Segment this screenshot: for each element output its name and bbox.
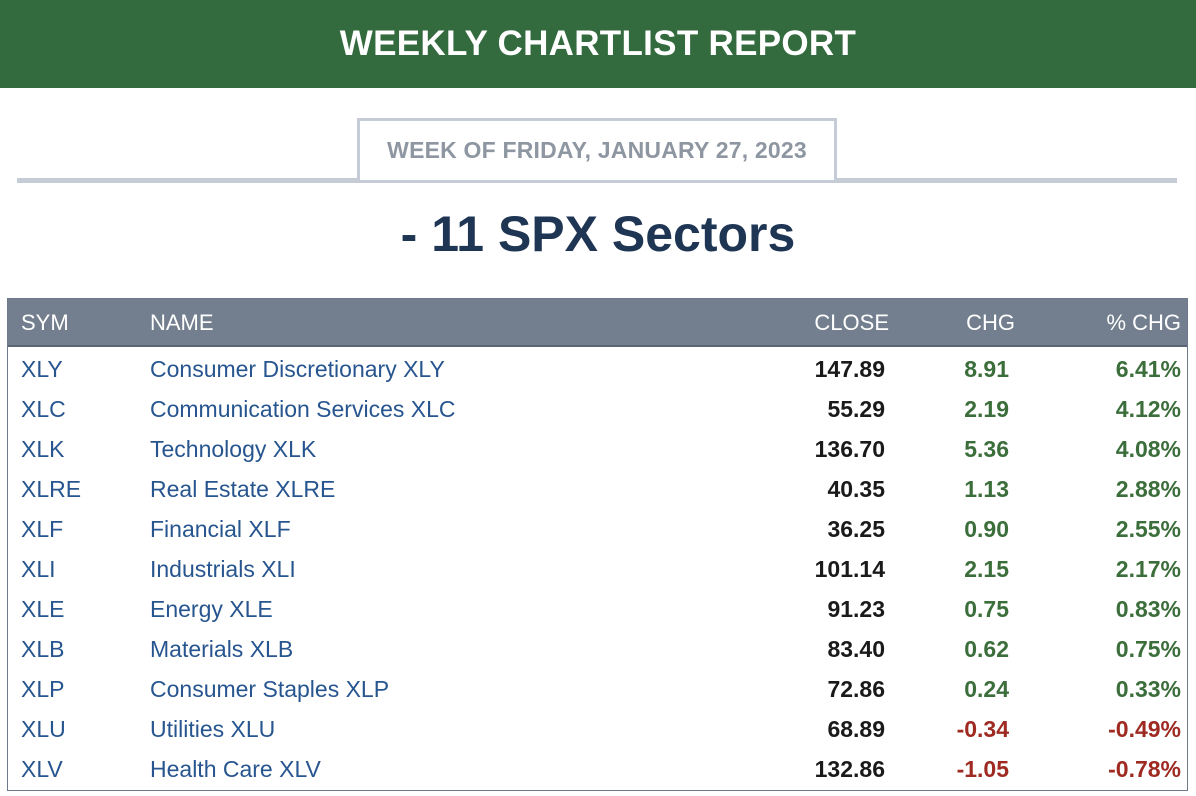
percent-change-value: 2.88% [1115, 476, 1181, 502]
sector-name-link[interactable]: Materials XLB [150, 636, 294, 662]
percent-change-value: 4.08% [1115, 436, 1181, 462]
percent-change-value: 0.33% [1115, 676, 1181, 702]
change-value: 0.90 [964, 516, 1009, 542]
percent-change-value: -0.78% [1108, 756, 1181, 782]
sector-name-link[interactable]: Financial XLF [150, 516, 291, 542]
column-header-pct-chg[interactable]: % CHG [1106, 310, 1181, 335]
week-label: WEEK OF FRIDAY, JANUARY 27, 2023 [387, 137, 807, 163]
symbol-link[interactable]: XLV [21, 756, 63, 782]
change-value: -1.05 [956, 756, 1009, 782]
week-divider [17, 178, 1177, 183]
percent-change-value: 0.83% [1115, 596, 1181, 622]
close-value: 91.23 [827, 596, 885, 622]
close-value: 147.89 [814, 356, 885, 382]
close-value: 72.86 [827, 676, 885, 702]
change-value: 2.15 [964, 556, 1009, 582]
table-row: XLRE Real Estate XLRE 40.35 1.13 2.88% [8, 469, 1187, 509]
symbol-link[interactable]: XLC [21, 396, 66, 422]
table-header: SYM NAME CLOSE CHG % CHG [8, 299, 1187, 347]
sector-name-link[interactable]: Utilities XLU [150, 716, 276, 742]
symbol-link[interactable]: XLY [21, 356, 63, 382]
percent-change-value: 0.75% [1115, 636, 1181, 662]
close-value: 55.29 [827, 396, 885, 422]
change-value: 1.13 [964, 476, 1009, 502]
banner-title: WEEKLY CHARTLIST REPORT [339, 24, 857, 63]
table-row: XLU Utilities XLU 68.89 -0.34 -0.49% [8, 709, 1187, 749]
percent-change-value: -0.49% [1108, 716, 1181, 742]
percent-change-value: 6.41% [1115, 356, 1181, 382]
sector-name-link[interactable]: Technology XLK [150, 436, 317, 462]
percent-change-value: 4.12% [1115, 396, 1181, 422]
symbol-link[interactable]: XLI [21, 556, 56, 582]
column-header-chg[interactable]: CHG [966, 310, 1015, 335]
change-value: 5.36 [964, 436, 1009, 462]
change-value: 0.75 [964, 596, 1009, 622]
table-row: XLC Communication Services XLC 55.29 2.19 4.… [8, 389, 1187, 429]
table-row: XLV Health Care XLV 132.86 -1.05 -0.78% [8, 749, 1187, 789]
symbol-link[interactable]: XLF [21, 516, 64, 542]
column-header-close[interactable]: CLOSE [814, 310, 889, 335]
percent-change-value: 2.17% [1115, 556, 1181, 582]
sector-name-link[interactable]: Real Estate XLRE [150, 476, 336, 502]
week-label-box: WEEK OF FRIDAY, JANUARY 27, 2023 [357, 118, 837, 180]
table-row: XLB Materials XLB 83.40 0.62 0.75% [8, 629, 1187, 669]
table-row: XLK Technology XLK 136.70 5.36 4.08% [8, 429, 1187, 469]
change-value: 0.24 [964, 676, 1009, 702]
table-row: XLE Energy XLE 91.23 0.75 0.83% [8, 589, 1187, 629]
close-value: 83.40 [827, 636, 885, 662]
close-value: 36.25 [827, 516, 885, 542]
close-value: 101.14 [814, 556, 885, 582]
sector-name-link[interactable]: Health Care XLV [150, 756, 321, 782]
report-banner: WEEKLY CHARTLIST REPORT [0, 0, 1196, 88]
column-header-name[interactable]: NAME [150, 310, 214, 335]
symbol-link[interactable]: XLP [21, 676, 65, 702]
sector-name-link[interactable]: Communication Services XLC [150, 396, 456, 422]
change-value: 0.62 [964, 636, 1009, 662]
sector-name-link[interactable]: Energy XLE [150, 596, 273, 622]
symbol-link[interactable]: XLRE [21, 476, 82, 502]
change-value: -0.34 [956, 716, 1009, 742]
change-value: 2.19 [964, 396, 1009, 422]
table-row: XLF Financial XLF 36.25 0.90 2.55% [8, 509, 1187, 549]
symbol-link[interactable]: XLE [21, 596, 65, 622]
close-value: 136.70 [814, 436, 885, 462]
sector-name-link[interactable]: Industrials XLI [150, 556, 296, 582]
close-value: 68.89 [827, 716, 885, 742]
table-row: XLI Industrials XLI 101.14 2.15 2.17% [8, 549, 1187, 589]
symbol-link[interactable]: XLU [21, 716, 66, 742]
sector-name-link[interactable]: Consumer Staples XLP [150, 676, 390, 702]
column-header-sym[interactable]: SYM [21, 310, 69, 335]
close-value: 40.35 [827, 476, 885, 502]
percent-change-value: 2.55% [1115, 516, 1181, 542]
sectors-table: SYM NAME CLOSE CHG % CHG XLY Consumer Dis… [7, 298, 1188, 791]
close-value: 132.86 [814, 756, 885, 782]
page-title: - 11 SPX Sectors [400, 206, 796, 262]
symbol-link[interactable]: XLK [21, 436, 65, 462]
table-row: XLP Consumer Staples XLP 72.86 0.24 0.33% [8, 669, 1187, 709]
sector-name-link[interactable]: Consumer Discretionary XLY [150, 356, 445, 382]
change-value: 8.91 [964, 356, 1009, 382]
symbol-link[interactable]: XLB [21, 636, 65, 662]
table-row: XLY Consumer Discretionary XLY 147.89 8.91 6… [8, 349, 1187, 389]
